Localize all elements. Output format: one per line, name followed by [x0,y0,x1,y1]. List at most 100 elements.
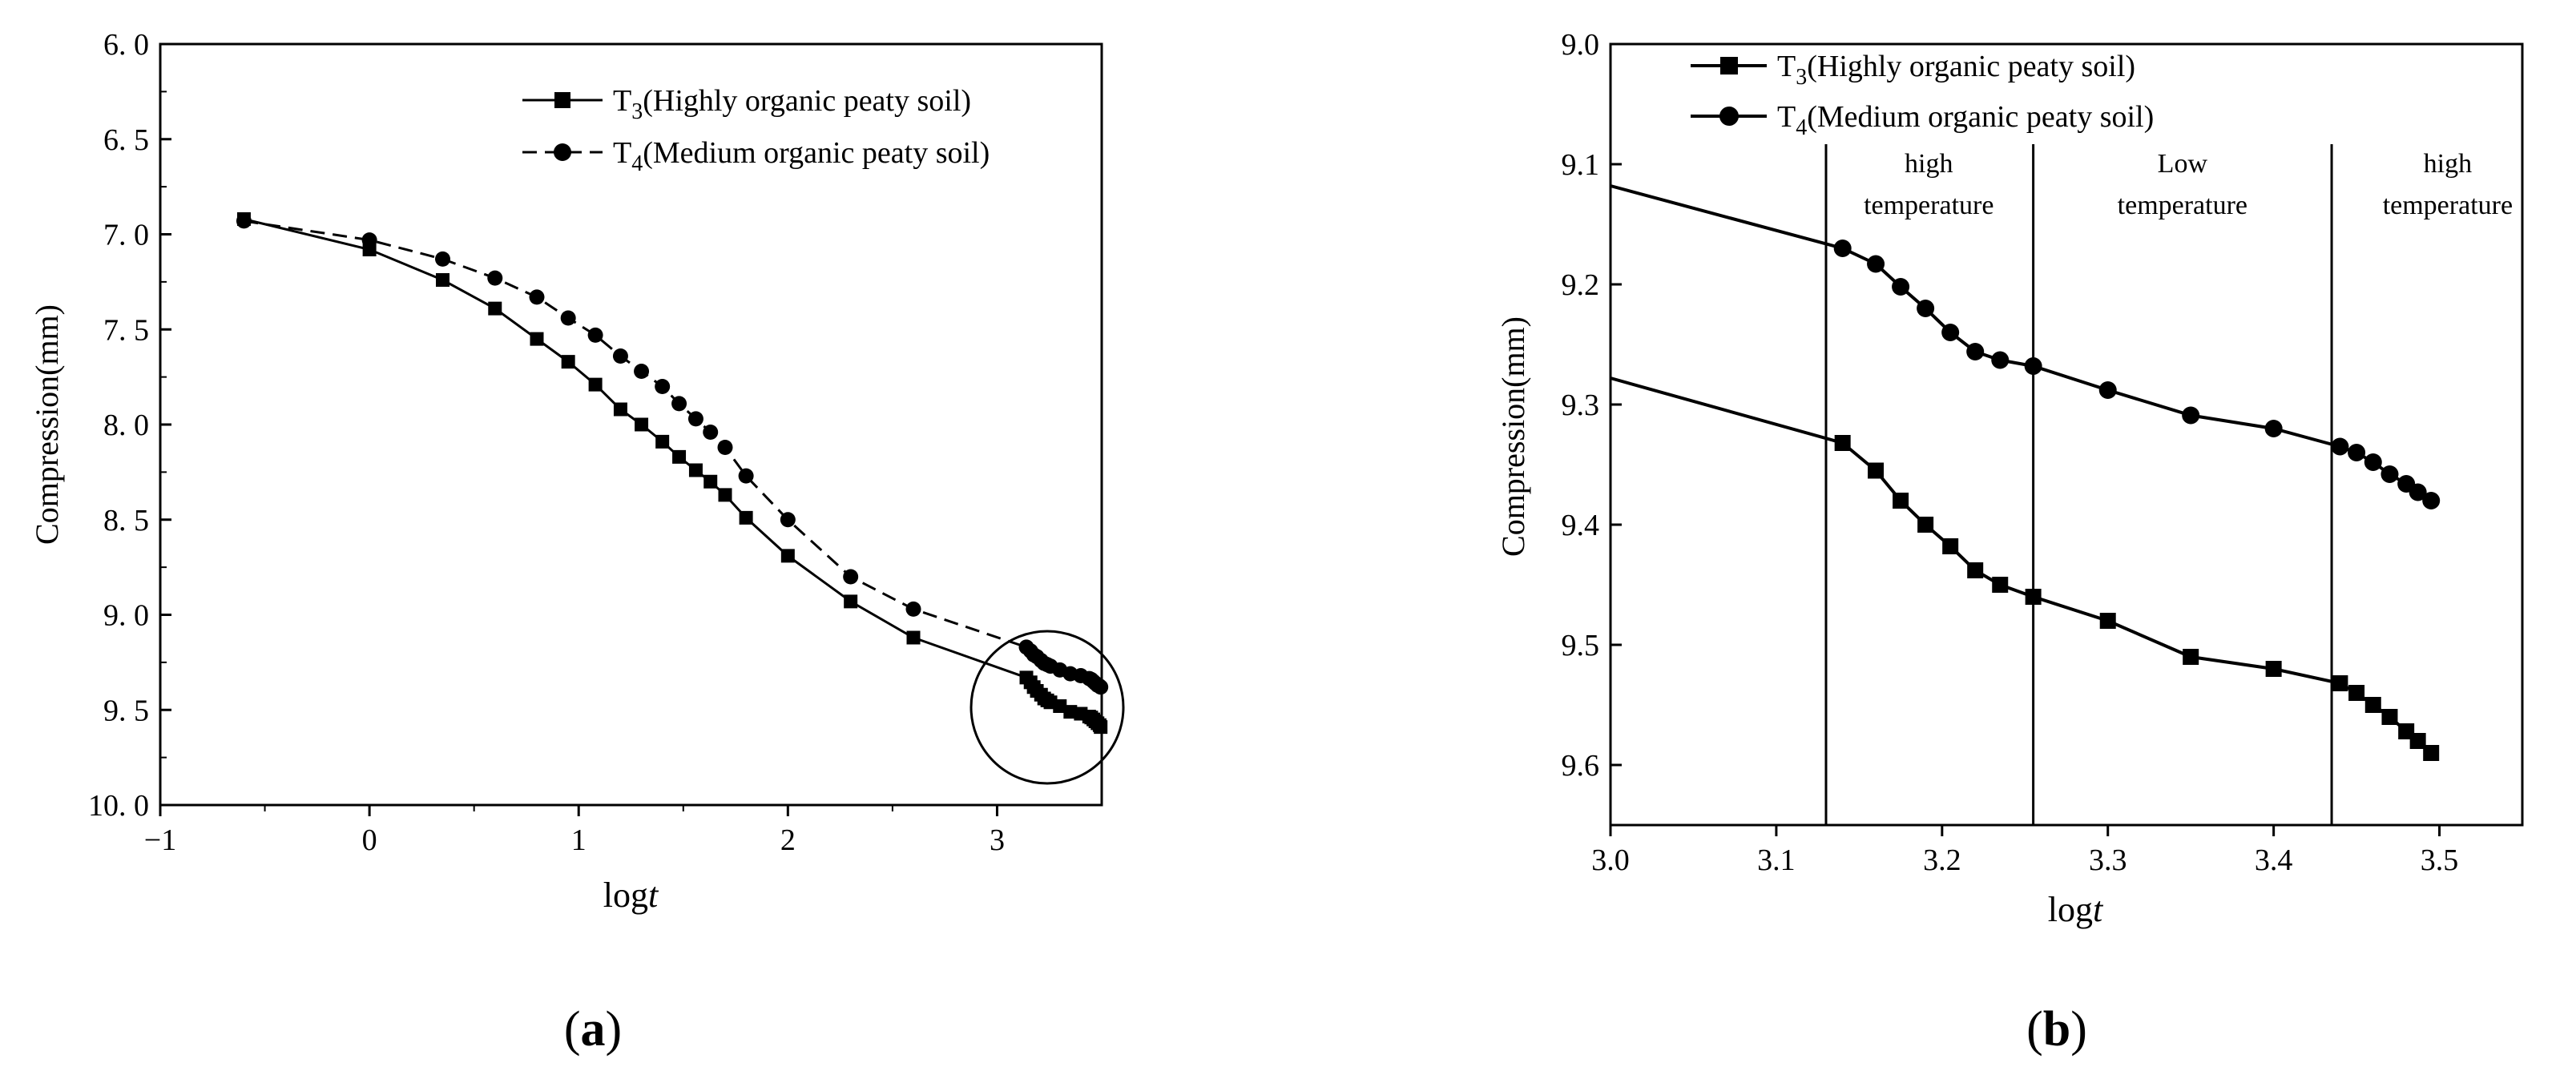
data-point-t4 [487,270,503,286]
x-tick-label: 3.1 [1757,843,1796,877]
data-point-t4 [1892,278,1910,296]
data-point-t4 [2182,406,2200,425]
axis-ticks-b [1609,42,2441,836]
data-point-t3 [1967,562,1984,578]
x-tick-label: 3.2 [1923,843,1961,877]
legend-marker-t3-b [1720,57,1738,74]
data-point-t4 [560,310,576,326]
x-tick-label: 3.3 [2089,843,2127,877]
temperature-dividers [1824,144,2333,825]
data-point-t4 [1991,351,2010,369]
data-point-t4 [587,327,603,343]
panel-label-b: (b) [2026,1002,2087,1057]
data-point-t4 [1941,324,1960,341]
data-point-t4 [2264,420,2283,437]
data-point-t3 [655,434,670,449]
data-point-t4 [1833,240,1852,257]
data-point-t3 [2348,685,2365,701]
data-point-t3 [488,301,502,316]
data-point-t4 [2331,437,2349,456]
series-group-b [1610,184,2441,761]
y-tick-label: 9. 5 [103,694,149,727]
data-point-t4 [529,289,545,305]
data-point-t3 [906,630,921,645]
data-point-t3 [588,377,603,392]
x-tick-label: 2 [780,823,796,857]
y-tick-label: 9. 0 [103,599,149,633]
data-point-t4 [2409,483,2427,501]
x-axis-label-a: logt [603,876,659,915]
legend-marker-t4-b [1719,107,1739,126]
legend-label-t3-b: T3(Highly organic peaty soil) [1777,50,2135,90]
x-tick-label: −1 [144,823,176,857]
data-point-t3 [672,449,687,464]
data-point-t3 [2364,697,2381,713]
data-point-t3 [2381,709,2398,725]
data-point-t3 [530,332,544,346]
chart-panel-a: 6. 0 6. 5 7. 0 7. 5 8. 0 8. 5 9. 0 9. 5 10. 0 −1… [29,28,1125,1057]
data-point-t3 [2332,675,2348,691]
data-point-t3 [2025,589,2042,605]
series-line-t4 [244,219,1102,688]
data-point-t4 [2364,453,2382,471]
data-point-t4 [703,425,719,440]
y-tick-labels-a: 6. 0 6. 5 7. 0 7. 5 8. 0 8. 5 9. 0 9. 5 10. 0 [88,28,149,823]
data-point-t3 [688,463,703,477]
region-label: temperature [2383,191,2513,220]
y-tick-label: 8. 0 [103,409,149,442]
y-tick-label: 6. 5 [103,123,149,157]
data-point-t3 [2265,661,2282,677]
y-tick-label: 9.6 [1562,749,1600,783]
data-point-t4 [2098,381,2117,399]
legend-label-t4-b: T4(Medium organic peaty soil) [1777,100,2154,140]
data-point-t4 [1917,300,1935,317]
data-point-t3 [613,402,627,417]
data-point-t4 [905,601,921,617]
x-tick-label: 3 [990,823,1005,857]
data-point-t4 [361,232,377,248]
data-point-t4 [655,379,671,394]
data-point-t3 [2183,649,2199,665]
series-line-t3 [1610,376,2433,755]
data-point-t4 [2348,444,2366,461]
data-point-t3 [1917,517,1934,533]
data-point-t4 [435,251,450,267]
y-tick-label: 7. 5 [103,313,149,347]
data-point-t3 [1063,705,1078,719]
y-tick-label: 9.1 [1562,148,1600,182]
x-tick-labels-b: 3.0 3.1 3.2 3.3 3.4 3.5 [1591,843,2458,877]
data-point-t4 [2024,357,2042,375]
legend-label-t4-a: T4(Medium organic peaty soil) [613,136,990,176]
region-label: Low [2158,149,2208,179]
data-point-t4 [236,213,252,229]
y-tick-label: 9.0 [1562,28,1600,62]
data-point-t3 [1992,577,2009,593]
data-point-t4 [671,396,687,412]
panel-label-a: (a) [564,1002,622,1057]
legend-marker-t4-a [554,143,571,161]
data-point-t3 [635,417,649,432]
data-point-t3 [561,355,575,369]
data-point-t3 [1834,435,1851,451]
temperature-region-labels: high temperature Low temperature high tempera… [1864,149,2513,220]
data-point-t4 [634,364,650,379]
series-group-a [236,212,1109,735]
y-tick-label: 10. 0 [88,789,149,823]
legend-marker-t3-a [554,92,570,108]
data-point-t4 [1966,343,1985,360]
data-point-t4 [717,440,733,455]
data-point-t3 [1893,493,1909,509]
legend-b: T3(Highly organic peaty soil) T4(Medium … [1691,50,2154,140]
y-tick-label: 8. 5 [103,504,149,537]
data-point-t3 [2409,733,2426,749]
data-point-t3 [739,510,753,525]
data-point-t3 [780,549,795,563]
chart-panel-b: high temperature Low temperature high tempera… [1495,28,2524,1057]
region-label: temperature [2118,191,2247,220]
x-tick-label: 1 [571,823,587,857]
plot-frame-b [1609,42,2524,827]
y-tick-label: 7. 0 [103,219,149,252]
y-tick-label: 6. 0 [103,28,149,62]
data-point-t4 [687,411,703,427]
